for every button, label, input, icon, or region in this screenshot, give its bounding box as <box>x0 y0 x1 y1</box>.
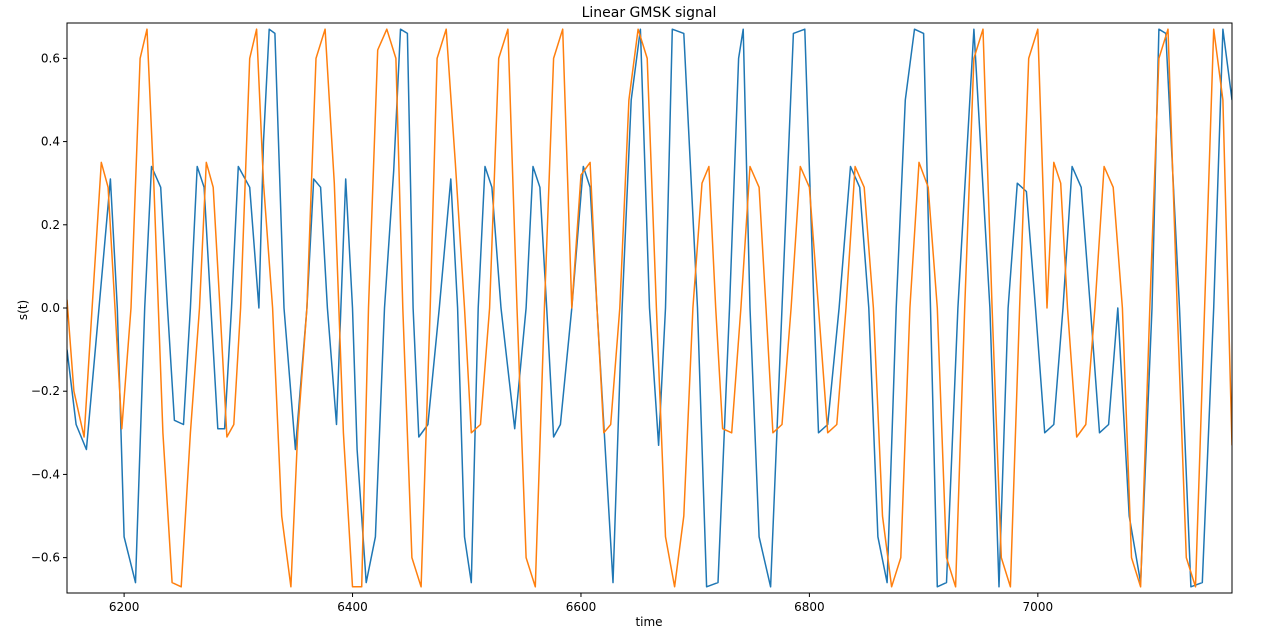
x-tick-label: 6200 <box>109 600 140 614</box>
x-tick-label: 7000 <box>1023 600 1054 614</box>
y-tick-label: 0.2 <box>41 218 60 232</box>
x-tick-label: 6600 <box>566 600 597 614</box>
x-tick-label: 6800 <box>794 600 825 614</box>
series-layer <box>67 28 1232 588</box>
y-tick-label: −0.6 <box>31 551 60 565</box>
chart-title: Linear GMSK signal <box>582 5 717 21</box>
series-line-2 <box>67 28 1232 588</box>
y-tick-label: 0.0 <box>41 301 60 315</box>
x-axis-label: time <box>635 615 662 629</box>
y-tick-label: −0.4 <box>31 467 60 481</box>
x-tick-label: 6400 <box>337 600 368 614</box>
axes-layer: 6200 6400 6600 6800 7000 −0.6 −0.4 −0.2 0.0 0.2 0.… <box>31 22 1233 614</box>
y-tick-label: −0.2 <box>31 384 60 398</box>
y-tick-label: 0.4 <box>41 135 60 149</box>
y-axis-label: s(t) <box>16 300 30 320</box>
y-tick-label: 0.6 <box>41 51 60 65</box>
